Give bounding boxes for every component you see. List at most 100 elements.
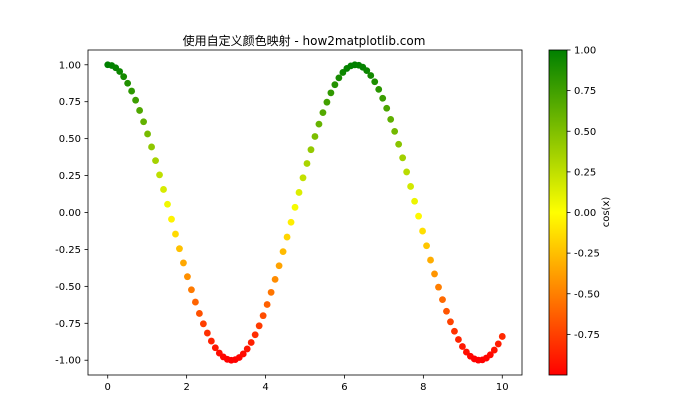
scatter-point <box>331 81 339 89</box>
scatter-point <box>407 183 415 190</box>
scatter-point <box>383 104 391 112</box>
scatter-point <box>443 307 450 315</box>
colorbar-label: cos(x) <box>601 197 612 228</box>
scatter-point <box>335 74 343 82</box>
scatter-point <box>239 350 247 358</box>
scatter-point <box>435 283 442 291</box>
scatter-point <box>323 98 331 106</box>
chart-title: 使用自定义颜色映射 - how2matplotlib.com <box>183 33 426 48</box>
colorbar-tick-label: 0.25 <box>574 167 596 178</box>
scatter-point <box>494 340 502 348</box>
scatter-point <box>295 189 303 196</box>
colorbar-tick-label: 1.00 <box>574 46 596 57</box>
scatter-point <box>315 120 323 128</box>
plot-area: 0 2 4 6 8 10 1.00 0.75 0.50 0.25 0.00 -0.25 -0.50 -0… <box>55 49 523 393</box>
colorbar: 1.00 0.75 0.50 0.25 0.00 -0.25 -0.50 -0.75 cos(… <box>548 46 612 376</box>
colorbar-tick-label: 0.00 <box>574 208 596 219</box>
scatter-point <box>116 68 124 75</box>
scatter-point <box>299 174 307 182</box>
scatter-point <box>399 154 407 162</box>
scatter-point <box>455 336 462 343</box>
scatter-point <box>303 160 311 167</box>
scatter-point <box>211 344 219 352</box>
x-tick-label: 8 <box>420 382 426 393</box>
scatter-point <box>148 143 155 151</box>
y-tick-label: 0.00 <box>59 208 81 219</box>
scatter-point <box>271 276 279 283</box>
scatter-point <box>255 322 263 330</box>
y-tick-label: 0.25 <box>59 171 81 182</box>
scatter-point <box>247 339 255 346</box>
scatter-point <box>180 259 187 267</box>
scatter-point <box>172 230 179 238</box>
scatter-point <box>311 133 319 140</box>
scatter-point <box>419 227 426 235</box>
scatter-point <box>391 127 399 135</box>
scatter-point <box>207 337 215 345</box>
scatter-point <box>243 345 251 353</box>
colorbar-tick-label: 0.75 <box>574 86 596 97</box>
scatter-point <box>120 73 128 81</box>
scatter-point <box>423 242 430 250</box>
scatter-points <box>104 61 506 364</box>
scatter-point <box>447 318 454 326</box>
scatter-point <box>199 320 207 328</box>
scatter-point <box>152 157 159 165</box>
scatter-point <box>203 329 211 337</box>
x-tick-label: 2 <box>183 382 189 393</box>
colorbar-tick-label: 0.50 <box>574 127 596 138</box>
y-tick-label: 0.50 <box>59 134 81 145</box>
scatter-point <box>156 171 163 179</box>
y-tick-label: -0.50 <box>55 282 81 293</box>
scatter-point <box>363 67 371 75</box>
scatter-point <box>279 248 287 256</box>
scatter-point <box>451 327 458 335</box>
scatter-point <box>307 146 315 154</box>
scatter-point <box>287 218 295 226</box>
y-tick-label: 0.75 <box>59 97 81 108</box>
colorbar-tick-label: -0.25 <box>574 249 600 260</box>
colorbar-ticks: 1.00 0.75 0.50 0.25 0.00 -0.25 -0.50 -0.75 <box>567 46 600 341</box>
scatter-point <box>439 296 446 304</box>
y-tick-label: 1.00 <box>59 60 81 71</box>
scatter-point <box>367 72 375 79</box>
scatter-point <box>379 94 387 102</box>
scatter-point <box>490 346 498 354</box>
scatter-point <box>498 333 506 340</box>
scatter-point <box>319 109 327 117</box>
scatter-point <box>459 343 466 350</box>
scatter-point <box>387 115 395 123</box>
scatter-point <box>124 79 132 87</box>
scatter-point <box>140 118 148 126</box>
scatter-point <box>168 215 175 223</box>
scatter-point <box>128 87 136 95</box>
scatter-point <box>160 186 167 193</box>
y-axis-ticks: 1.00 0.75 0.50 0.25 0.00 -0.25 -0.50 -0.75 -1.00 <box>55 60 88 367</box>
scatter-point <box>188 286 195 294</box>
x-axis-ticks: 0 2 4 6 8 10 <box>105 375 509 393</box>
plot-frame <box>87 49 523 376</box>
y-tick-label: -0.25 <box>55 245 81 256</box>
scatter-point <box>263 301 271 308</box>
x-tick-label: 6 <box>341 382 347 393</box>
scatter-point <box>283 233 291 241</box>
scatter-point <box>371 78 379 86</box>
x-tick-label: 10 <box>496 382 509 393</box>
scatter-point <box>411 197 418 205</box>
colorbar-tick-label: -0.75 <box>574 330 600 341</box>
colorbar-gradient <box>549 50 567 375</box>
scatter-point <box>275 262 283 270</box>
scatter-point <box>195 310 203 317</box>
y-tick-label: -0.75 <box>55 319 81 330</box>
scatter-point <box>176 245 183 253</box>
scatter-point <box>144 130 151 138</box>
scatter-point <box>375 85 383 93</box>
scatter-point <box>136 107 144 114</box>
x-tick-label: 0 <box>105 382 111 393</box>
x-tick-label: 4 <box>262 382 268 393</box>
scatter-point <box>395 140 403 148</box>
scatter-point <box>132 96 140 104</box>
scatter-point <box>291 203 299 211</box>
